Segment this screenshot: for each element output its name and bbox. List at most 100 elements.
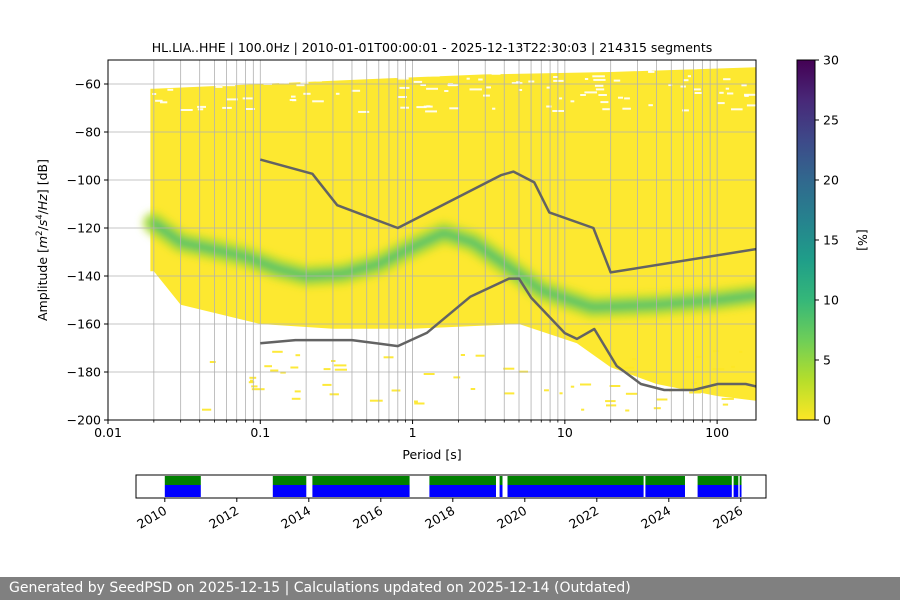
timeline-tick-label: 2020: [494, 503, 529, 532]
colorbar-tick-label: 10: [823, 293, 839, 308]
outlier-speck: [683, 79, 689, 82]
outlier-speck: [334, 368, 347, 371]
timeline-psd-segment: [499, 476, 503, 485]
outlier-speck: [329, 393, 339, 396]
footer-status-bar: Generated by SeedPSD on 2025-12-15 | Cal…: [0, 577, 900, 600]
outlier-speck: [427, 69, 436, 72]
outlier-speck: [453, 376, 461, 379]
x-tick-label: 1: [409, 425, 417, 440]
noise-model-lines: [259, 158, 756, 392]
outlier-speck: [289, 99, 296, 101]
colorbar-tick-label: 5: [823, 353, 831, 368]
outlier-speck: [397, 77, 409, 80]
x-axis-label: Period [s]: [402, 447, 461, 462]
colorbar-tick-label: 30: [823, 53, 839, 68]
outlier-speck: [609, 385, 621, 387]
outlier-speck: [546, 105, 552, 108]
outlier-speck: [291, 95, 296, 98]
timeline-psd-segment: [312, 476, 410, 485]
outlier-speck: [559, 392, 563, 395]
outlier-speck: [606, 404, 617, 407]
outlier-speck: [501, 68, 512, 71]
outlier-speck: [323, 368, 331, 371]
outlier-speck: [245, 108, 255, 110]
timeline-data-segment: [645, 485, 685, 497]
outlier-speck: [744, 93, 756, 96]
psd-figure: HL.LIA..HHE | 100.0Hz | 2010-01-01T00:00…: [35, 40, 870, 532]
outlier-speck: [396, 76, 408, 79]
colorbar: 0 5 10 15 20 25 30 [%]: [796, 53, 870, 428]
timeline-data-segment: [429, 485, 496, 497]
outlier-speck: [739, 350, 743, 353]
outlier-speck: [682, 109, 689, 112]
x-tick-label: 0.01: [94, 425, 122, 440]
y-tick-label: −180: [67, 365, 101, 380]
colorbar-tick-label: 20: [823, 173, 839, 188]
outlier-speck: [648, 70, 655, 73]
timeline-psd-segment: [507, 476, 644, 485]
timeline-tick-label: 2018: [422, 503, 457, 532]
outlier-speck: [333, 364, 347, 367]
footer-text: Generated by SeedPSD on 2025-12-15 | Cal…: [9, 580, 631, 596]
timeline-psd-segment: [272, 476, 307, 485]
outlier-speck: [423, 373, 435, 375]
outlier-speck: [264, 365, 272, 368]
outlier-speck: [280, 371, 286, 374]
outlier-speck: [559, 97, 563, 100]
timeline-tick-label: 2026: [710, 503, 745, 532]
outlier-speck: [731, 365, 735, 368]
y-tick-label: −140: [67, 269, 101, 284]
psd-density-layer: [142, 62, 756, 412]
timeline-psd-segment: [645, 476, 685, 485]
outlier-speck: [416, 106, 427, 109]
outlier-speck: [727, 92, 734, 95]
outlier-speck: [226, 98, 238, 101]
outlier-speck: [357, 73, 368, 76]
outlier-speck: [351, 89, 361, 92]
outlier-speck: [234, 80, 248, 83]
outlier-speck: [524, 66, 532, 69]
outlier-speck: [586, 67, 595, 70]
outlier-speck: [201, 70, 209, 73]
outlier-speck: [570, 100, 575, 103]
outlier-speck: [197, 108, 204, 111]
outlier-speck: [222, 106, 232, 109]
timeline-tick-label: 2022: [566, 503, 601, 532]
outlier-speck: [717, 102, 725, 105]
outlier-speck: [556, 70, 562, 73]
outlier-speck: [288, 76, 300, 79]
timeline-segments: [164, 476, 742, 497]
outlier-speck: [335, 92, 340, 95]
chart-title: HL.LIA..HHE | 100.0Hz | 2010-01-01T00:00…: [152, 40, 713, 55]
outlier-speck: [544, 65, 553, 68]
outlier-speck: [570, 385, 575, 388]
outlier-speck: [426, 87, 438, 90]
timeline-data-segment: [272, 485, 307, 497]
outlier-speck: [199, 63, 208, 66]
outlier-speck: [653, 407, 661, 410]
outlier-speck: [592, 75, 605, 78]
timeline-psd-segment: [739, 476, 742, 485]
outlier-speck: [518, 89, 523, 91]
outlier-speck: [553, 79, 564, 82]
outlier-speck: [719, 91, 724, 94]
y-axis-label: Amplitude [m2/s4/Hz] [dB]: [35, 159, 50, 321]
timeline-psd-segment: [429, 476, 496, 485]
outlier-speck: [725, 87, 730, 90]
outlier-speck: [503, 367, 515, 370]
timeline-tick-label: 2012: [206, 503, 241, 532]
outlier-speck: [580, 383, 592, 386]
outlier-speck: [335, 74, 344, 77]
timeline-data-segment: [733, 485, 739, 497]
outlier-speck: [365, 65, 378, 68]
outlier-speck: [581, 408, 585, 411]
outlier-speck: [723, 78, 731, 81]
outlier-speck: [687, 75, 691, 78]
x-tick-label: 10: [557, 425, 573, 440]
outlier-speck: [322, 383, 332, 386]
outlier-speck: [320, 62, 328, 64]
outlier-speck: [232, 70, 235, 73]
timeline-data-segment: [697, 485, 732, 497]
outlier-speck: [624, 97, 630, 100]
outlier-speck: [598, 94, 607, 96]
